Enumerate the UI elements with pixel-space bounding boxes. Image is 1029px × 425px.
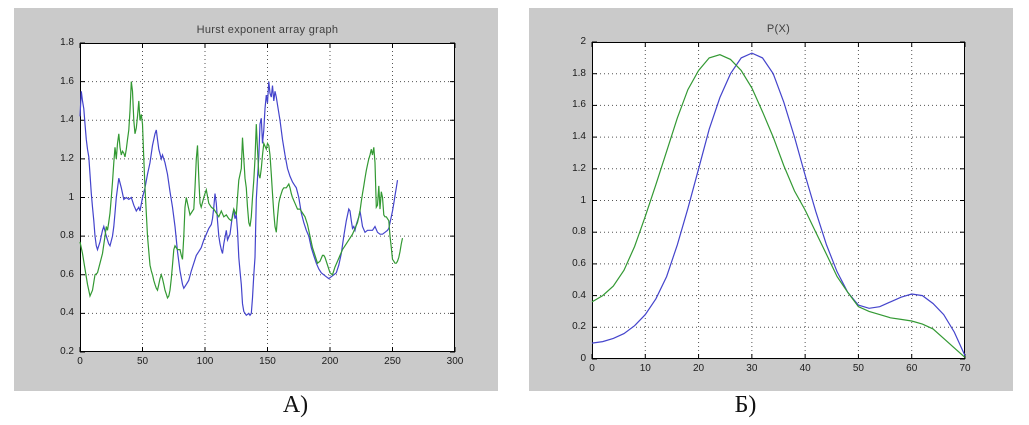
y-tick-label: 0.2 [572, 321, 586, 333]
y-tick-label: 1.2 [572, 162, 586, 174]
y-tick-label: 0.2 [60, 346, 74, 357]
y-tick-label: 2 [580, 36, 586, 47]
y-tick-label: 1.4 [572, 131, 586, 143]
x-tick-label: 70 [959, 363, 971, 374]
y-tick-label: 0.6 [572, 257, 586, 269]
px-chart-panel: P(X) 0 10 20 30 40 50 60 70 0 0.2 0.4 0.6 0.8 1 1.2 1.4… [529, 8, 1013, 391]
hurst-plot-area: 0 50 100 150 200 250 300 0.2 0.4 0.6 0.8 1 1.2 1.4 1.6… [60, 37, 463, 367]
y-tick-label: 1 [68, 191, 74, 203]
x-tick-label: 40 [799, 363, 811, 374]
px-series-blue [591, 52, 966, 357]
x-tick-label: 300 [446, 356, 464, 367]
x-tick-label: 0 [589, 363, 595, 374]
y-tick-label: 1.8 [572, 67, 586, 79]
px-series-green [591, 54, 966, 358]
y-tick-label: 0 [580, 353, 586, 364]
hurst-chart-panel: Hurst exponent array graph 0 50 100 150 200 2… [14, 8, 498, 391]
x-tick-label: 30 [746, 363, 758, 374]
x-tick-label: 20 [693, 363, 705, 374]
x-tick-label: 100 [196, 356, 214, 367]
hurst-chart-svg [79, 42, 456, 353]
y-tick-label: 1.6 [572, 99, 586, 111]
px-chart-title: P(X) [766, 23, 791, 35]
y-tick-label: 0.6 [60, 268, 74, 280]
x-tick-label: 10 [639, 363, 651, 374]
y-tick-label: 1.6 [60, 75, 74, 87]
caption-a: А) [282, 392, 309, 418]
y-tick-label: 1 [580, 194, 586, 206]
y-tick-label: 0.4 [572, 289, 586, 301]
y-tick-label: 0.8 [60, 230, 74, 242]
x-tick-label: 250 [384, 356, 401, 367]
hurst-series-blue [79, 81, 399, 317]
x-tick-label: 50 [136, 356, 149, 367]
px-plot-area: 0 10 20 30 40 50 60 70 0 0.2 0.4 0.6 0.8 1 1.2 1.4 1.6 1.… [572, 36, 970, 374]
x-tick-label: 150 [259, 356, 276, 367]
hurst-chart-title: Hurst exponent array graph [196, 24, 339, 36]
y-tick-label: 1.2 [60, 152, 74, 164]
y-tick-label: 0.4 [60, 307, 74, 319]
hurst-series-green [79, 81, 404, 300]
y-tick-label: 1.8 [60, 37, 74, 48]
px-chart-svg [591, 41, 966, 360]
y-tick-label: 1.4 [60, 114, 74, 126]
caption-b: Б) [734, 392, 757, 418]
x-tick-label: 200 [321, 356, 339, 367]
x-tick-label: 0 [77, 356, 83, 367]
x-tick-label: 50 [852, 363, 864, 374]
y-tick-label: 0.8 [572, 226, 586, 238]
x-tick-label: 60 [906, 363, 918, 374]
